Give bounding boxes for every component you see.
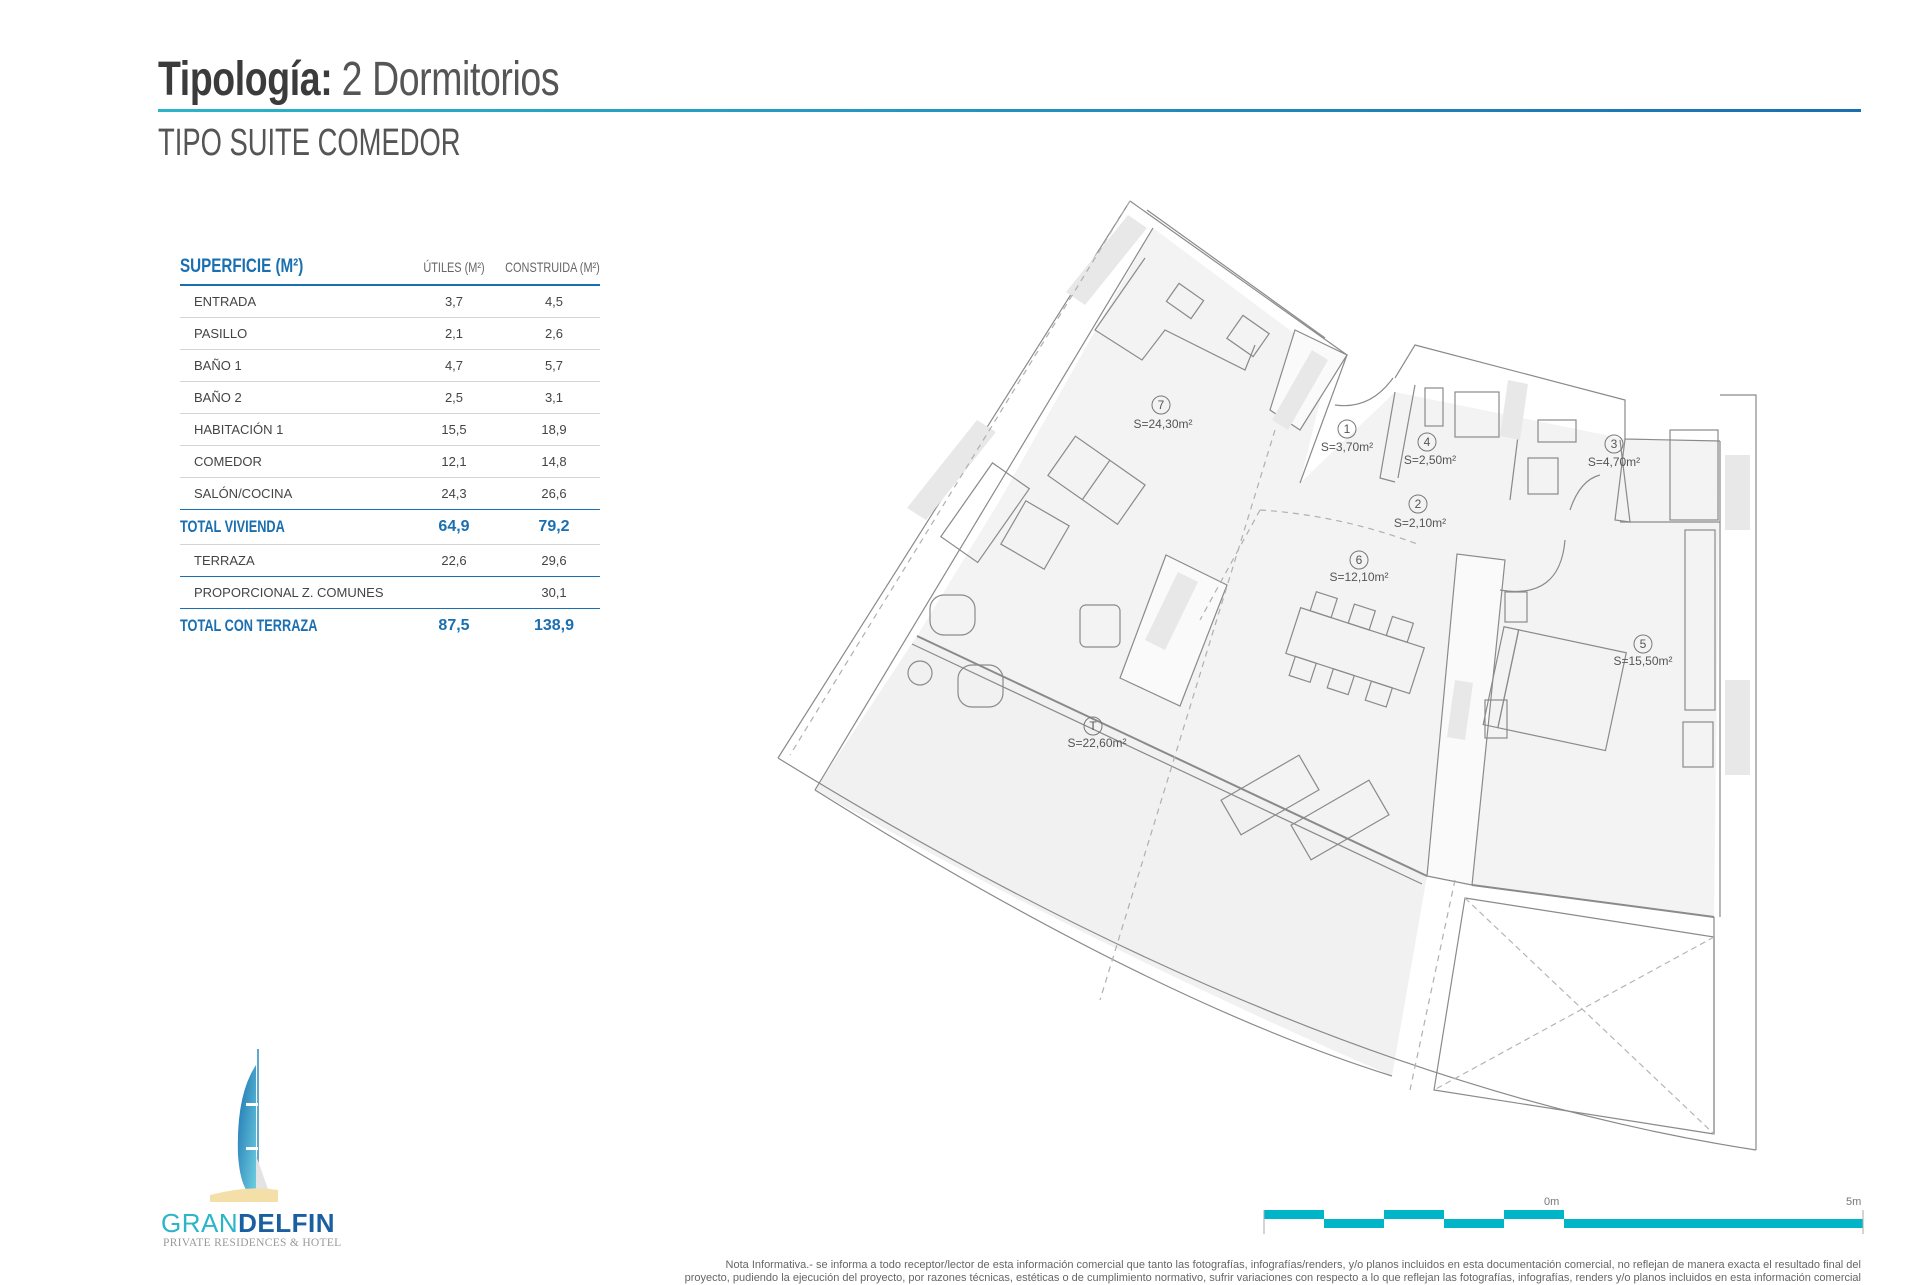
page-subtitle: TIPO SUITE COMEDOR <box>158 122 461 164</box>
row-construida: 79,2 <box>538 518 570 535</box>
row-construida: 29,6 <box>541 553 567 568</box>
row-utiles: 3,7 <box>444 294 464 309</box>
row-construida: 30,1 <box>541 585 567 600</box>
page-title: Tipología: 2 Dormitorios <box>158 52 560 107</box>
room-label-5: 5 S=15,50m² <box>1613 634 1673 668</box>
row-utiles: 22,6 <box>441 553 467 568</box>
room-number: 3 <box>1611 437 1618 451</box>
scale-start-label: 0m <box>1544 1196 1560 1208</box>
table-row: COMEDOR 12,1 14,8 <box>180 446 600 478</box>
room-label-1: 1 S=3,70m² <box>1321 419 1373 454</box>
title-value: 2 Dormitorios <box>341 53 560 106</box>
room-area: S=22,60m² <box>1067 736 1126 750</box>
room-label-3: 3 S=4,70m² <box>1588 434 1640 469</box>
disclaimer-note: Nota Informativa.- se informa a todo rec… <box>600 1259 1861 1285</box>
room-label-4: 4 S=2,50m² <box>1404 432 1456 467</box>
room-area: S=24,30m² <box>1133 417 1192 431</box>
total-terraza-row: TOTAL CON TERRAZA 87,5 138,9 <box>180 609 600 643</box>
row-utiles: 4,7 <box>444 358 464 373</box>
room-label-terrace: T S=22,60m² <box>1067 716 1127 750</box>
header-utiles: ÚTILES (M²) <box>423 259 485 275</box>
room-label-7: 7 S=24,30m² <box>1133 395 1193 431</box>
room-label-6: 6 S=12,10m² <box>1329 550 1389 584</box>
room-area: S=2,10m² <box>1394 516 1446 530</box>
row-name: BAÑO 2 <box>194 390 242 405</box>
room-label-2: 2 S=2,10m² <box>1394 494 1446 530</box>
header-construida: CONSTRUIDA (M²) <box>505 259 600 275</box>
row-utiles: 87,5 <box>438 617 470 634</box>
room-number: 6 <box>1356 553 1363 567</box>
row-name: PASILLO <box>194 326 248 341</box>
room-number: 1 <box>1344 422 1351 436</box>
grandelfin-logo <box>210 1049 278 1202</box>
row-utiles: 15,5 <box>441 422 467 437</box>
scale-bar: 0m 5m <box>1262 1196 1867 1236</box>
logo-word-gran: GRAN <box>161 1208 239 1238</box>
table-row: ENTRADA 3,7 4,5 <box>180 286 600 318</box>
row-name: TERRAZA <box>194 553 255 568</box>
logo-tagline: PRIVATE RESIDENCES & HOTEL <box>163 1237 342 1249</box>
table-row: PROPORCIONAL Z. COMUNES 30,1 <box>180 577 600 609</box>
row-utiles: 24,3 <box>441 486 467 501</box>
table-row: HABITACIÓN 1 15,5 18,9 <box>180 414 600 446</box>
room-number: 5 <box>1640 637 1647 651</box>
room-area: S=2,50m² <box>1404 453 1456 467</box>
room-area: S=3,70m² <box>1321 440 1373 454</box>
row-name: PROPORCIONAL Z. COMUNES <box>194 585 384 600</box>
row-utiles: 2,5 <box>444 390 464 405</box>
room-number: 2 <box>1415 497 1422 511</box>
row-construida: 14,8 <box>541 454 567 469</box>
table-row: BAÑO 2 2,5 3,1 <box>180 382 600 414</box>
room-area: S=4,70m² <box>1588 455 1640 469</box>
table-row: BAÑO 1 4,7 5,7 <box>180 350 600 382</box>
row-name: TOTAL VIVIENDA <box>180 517 285 536</box>
scale-end-label: 5m <box>1846 1196 1862 1208</box>
row-name: BAÑO 1 <box>194 358 242 373</box>
row-construida: 4,5 <box>544 294 564 309</box>
logo-word-delfin: DELFIN <box>238 1208 336 1238</box>
row-construida: 3,1 <box>544 390 564 405</box>
room-labels: 7 S=24,30m² 1 S=3,70m² 4 S=2,50m² 3 S=4,70m²… <box>1067 395 1673 750</box>
title-label: Tipología: <box>158 53 333 106</box>
row-construida: 138,9 <box>533 617 575 634</box>
table-row: PASILLO 2,1 2,6 <box>180 318 600 350</box>
row-construida: 26,6 <box>541 486 567 501</box>
room-area: S=12,10m² <box>1329 570 1388 584</box>
title-divider <box>158 109 1861 112</box>
note-line-1: Nota Informativa.- se informa a todo rec… <box>725 1259 1861 1271</box>
row-name: HABITACIÓN 1 <box>194 422 284 437</box>
room-number: 4 <box>1424 435 1431 449</box>
room-area: S=15,50m² <box>1613 654 1672 668</box>
header-surface: SUPERFICIE (M²) <box>180 256 304 277</box>
row-name: COMEDOR <box>194 454 262 469</box>
row-construida: 5,7 <box>544 358 564 373</box>
row-construida: 2,6 <box>544 326 564 341</box>
scale-bar-graphic <box>1263 1210 1864 1234</box>
row-utiles: 64,9 <box>438 518 470 535</box>
surface-table: SUPERFICIE (M²) ÚTILES (M²) CONSTRUIDA (… <box>180 252 600 643</box>
row-name: ENTRADA <box>194 294 257 309</box>
room-number: 7 <box>1158 398 1165 412</box>
room-number: T <box>1089 719 1097 733</box>
row-utiles: 12,1 <box>441 454 467 469</box>
row-construida: 18,9 <box>541 422 567 437</box>
note-line-2: proyecto, pudiendo la ejecución del proy… <box>684 1272 1861 1284</box>
table-row: SALÓN/COCINA 24,3 26,6 <box>180 478 600 510</box>
table-row: TERRAZA 22,6 29,6 <box>180 545 600 577</box>
row-name: TOTAL CON TERRAZA <box>180 616 318 635</box>
row-name: SALÓN/COCINA <box>194 486 293 501</box>
row-utiles: 2,1 <box>444 326 464 341</box>
logo-wordmark: GRANDELFIN <box>161 1208 335 1239</box>
total-vivienda-row: TOTAL VIVIENDA 64,9 79,2 <box>180 510 600 545</box>
table-header: SUPERFICIE (M²) ÚTILES (M²) CONSTRUIDA (… <box>180 252 600 286</box>
